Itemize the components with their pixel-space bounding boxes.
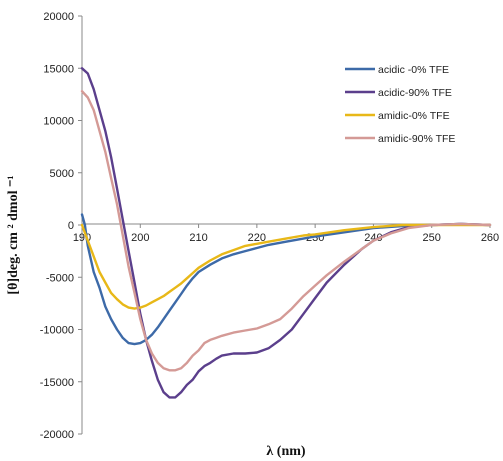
y-tick-label: -15000 xyxy=(40,377,74,389)
x-tick-label: 220 xyxy=(248,232,266,244)
x-tick-label: 240 xyxy=(364,232,382,244)
legend: acidic -0% TFE acidic-90% TFE amidic-0% TF… xyxy=(345,64,455,145)
y-tick-label: 10000 xyxy=(43,116,74,128)
y-tick-label: -20000 xyxy=(40,429,74,441)
y-axis-ticks: 20000 15000 10000 5000 0 -5000 -10000 -15000 -20… xyxy=(40,11,82,441)
y-tick-label: 20000 xyxy=(43,11,74,23)
x-tick-label: 200 xyxy=(131,232,149,244)
series-line-4 xyxy=(80,90,492,372)
x-axis-title: λ (nm) xyxy=(266,444,305,459)
y-axis-title: [θ]deg. cm ² dmol ⁻¹ xyxy=(6,175,21,294)
x-tick-label: 260 xyxy=(481,232,499,244)
series-line-1 xyxy=(80,213,492,346)
x-tick-label: 210 xyxy=(189,232,207,244)
series-lines xyxy=(80,67,492,399)
y-tick-label: 5000 xyxy=(50,168,74,180)
x-tick-label: 250 xyxy=(423,232,441,244)
series-line-2 xyxy=(80,67,492,399)
legend-label-2: acidic-90% TFE xyxy=(378,87,452,99)
y-tick-label: 0 xyxy=(68,220,74,232)
legend-label-1: acidic -0% TFE xyxy=(378,64,449,76)
series-line-3 xyxy=(80,223,492,310)
y-tick-label: 15000 xyxy=(43,63,74,75)
legend-label-4: amidic-90% TFE xyxy=(378,133,455,145)
plot-area: 20000 15000 10000 5000 0 -5000 -10000 -15000 -20… xyxy=(40,11,499,441)
legend-label-3: amidic-0% TFE xyxy=(378,110,450,122)
y-tick-label: -5000 xyxy=(46,272,74,284)
y-tick-label: -10000 xyxy=(40,325,74,337)
